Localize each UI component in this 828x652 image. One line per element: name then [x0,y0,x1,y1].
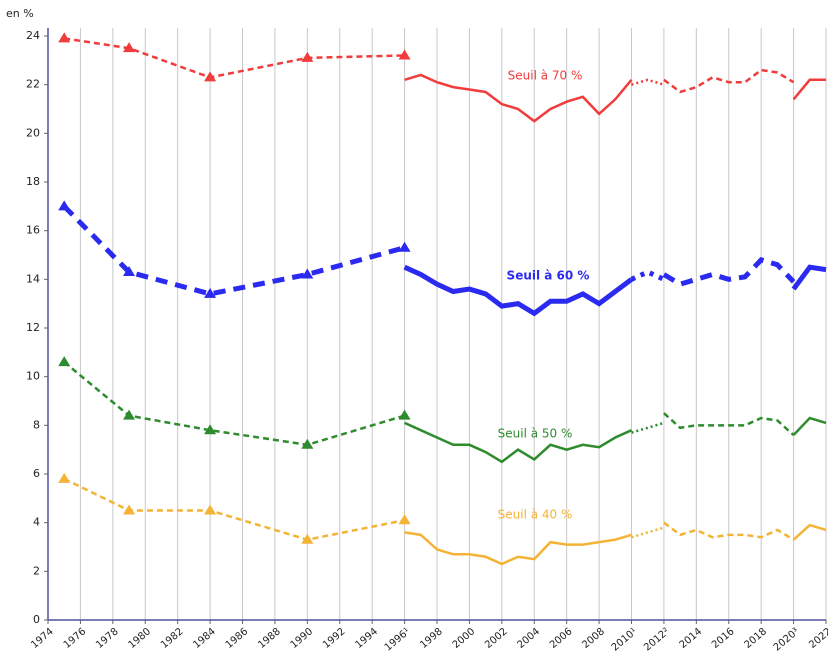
y-tick-label: 0 [33,613,40,626]
y-tick-label: 6 [33,467,40,480]
series-line [663,68,795,94]
x-tick-label: 1980 [127,626,154,651]
series-line [404,73,633,123]
marker [301,51,314,62]
y-tick-label: 22 [26,78,40,91]
x-tick-label: 2008 [580,626,607,651]
y-tick-label: 8 [33,418,40,431]
x-tick-label: 1996¹ [383,626,413,652]
series-label: Seuil à 60 % [507,269,590,283]
x-tick-label: 1994 [353,626,380,651]
series-line [663,412,795,436]
x-tick-label: 1992 [321,626,348,651]
marker [301,533,314,544]
marker [204,504,217,515]
marker [123,266,136,277]
x-tick-label: 1976 [62,626,89,651]
x-tick-label: 2004 [516,626,543,651]
x-tick-label: 1986 [224,626,251,651]
x-tick-label: 1988 [256,626,283,651]
x-tick-label: 2022 [807,626,828,651]
y-tick-label: 24 [26,29,40,42]
x-tick-label: 2016 [710,626,737,651]
series-label: Seuil à 70 % [508,69,583,83]
x-tick-label: 2014 [678,626,705,651]
series-label: Seuil à 40 % [498,508,573,522]
marker [204,424,217,435]
marker [123,42,136,53]
marker [58,32,71,43]
marker [398,49,411,60]
y-tick-label: 2 [33,564,40,577]
y-tick-label: 14 [26,272,40,285]
series-line [63,361,405,447]
marker [301,438,314,449]
marker [58,200,71,211]
x-tick-label: 1982 [159,626,186,651]
series-line [63,477,405,541]
series-line [62,204,406,297]
series-line [630,269,665,282]
x-tick-label: 2006 [548,626,575,651]
series-line [404,531,632,566]
marker [58,356,71,367]
x-tick-label: 1990 [289,626,316,651]
x-tick-label: 2002 [483,626,510,651]
x-tick-label: 1998 [418,626,445,651]
y-tick-label: 4 [33,516,40,529]
marker [398,409,411,420]
series-label: Seuil à 50 % [498,427,573,441]
series-line [791,264,827,291]
series-line [631,78,665,86]
series-line [792,523,827,541]
x-tick-label: 1984 [191,626,218,651]
series-line [64,37,405,79]
series-line [662,257,796,287]
y-tick-label: 18 [26,175,40,188]
series-line [404,421,633,464]
x-tick-label: 1978 [94,626,121,651]
series-line [792,78,826,101]
marker [204,287,217,298]
y-tick-label: 10 [26,370,40,383]
series-line [631,421,665,434]
x-tick-label: 1974 [29,626,56,651]
series-line [792,416,827,436]
marker [123,504,136,515]
y-tick-label: 16 [26,224,40,237]
marker [123,409,136,420]
y-tick-label: 12 [26,321,40,334]
series-line [631,526,665,539]
x-tick-label: 2010¹ [610,626,640,652]
marker [204,71,217,82]
x-tick-label: 2020³ [772,626,802,652]
y-axis-label: en % [6,7,34,20]
marker [58,472,71,483]
x-tick-label: 2018 [742,626,769,651]
marker [398,514,411,525]
series-line [403,264,634,317]
x-tick-label: 2012² [642,626,672,652]
x-tick-label: 2000 [451,626,478,651]
marker [301,268,314,279]
series-line [663,521,795,541]
marker [398,241,411,252]
y-tick-label: 20 [26,126,40,139]
